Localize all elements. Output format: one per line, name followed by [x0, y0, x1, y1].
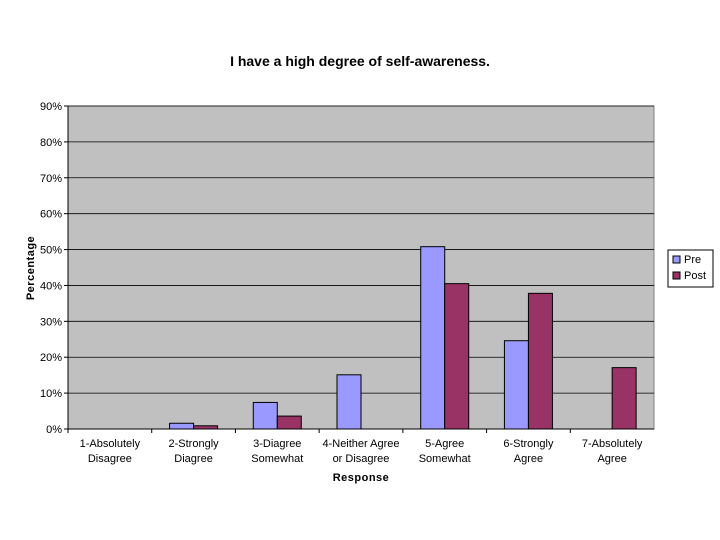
x-tick-label: Agree: [514, 453, 543, 465]
bar-pre: [336, 374, 362, 430]
y-tick-label: 60%: [40, 209, 62, 221]
x-tick-label: Somewhat: [419, 453, 471, 465]
y-tick-labels: 0% 10% 20% 30% 40% 50% 60% 70% 80% 90%: [40, 101, 68, 436]
y-axis-title: Percentage: [25, 236, 37, 300]
y-tick-label: 0%: [46, 424, 62, 436]
x-tick-label: 4-Neither Agree: [322, 438, 399, 450]
bar-post: [276, 415, 302, 430]
legend-swatch-post: [672, 271, 681, 280]
y-tick-label: 10%: [40, 388, 62, 400]
bar-pre: [420, 246, 446, 430]
bar-post: [444, 283, 470, 430]
legend: Pre Post: [667, 249, 714, 288]
legend-label-pre: Pre: [684, 254, 701, 266]
bars: [169, 246, 637, 430]
bar-post: [193, 425, 219, 430]
bar-pre: [503, 340, 529, 430]
x-tick-label: Disagree: [88, 453, 132, 465]
x-tick-labels: 1-Absolutely Disagree 2-Strongly Diagree 3-D…: [67, 429, 643, 465]
y-tick-label: 50%: [40, 245, 62, 257]
x-axis-title: Response: [333, 472, 390, 484]
y-tick-label: 30%: [40, 316, 62, 328]
chart-title: I have a high degree of self-awareness.: [230, 53, 490, 69]
x-tick-label: 1-Absolutely: [80, 438, 141, 450]
x-tick-label: 7-Absolutely: [582, 438, 643, 450]
x-tick-label: 5-Agree: [425, 438, 464, 450]
bar-pre: [252, 401, 278, 430]
x-tick-label: 6-Strongly: [503, 438, 554, 450]
legend-swatch-pre: [672, 255, 681, 264]
x-tick-label: Diagree: [174, 453, 213, 465]
y-tick-label: 70%: [40, 173, 62, 185]
y-tick-label: 80%: [40, 137, 62, 149]
x-tick-label: 3-Diagree: [253, 438, 301, 450]
legend-label-post: Post: [684, 270, 706, 282]
x-tick-label: Agree: [597, 453, 626, 465]
bar-post: [611, 367, 637, 430]
bar-pre: [169, 422, 195, 430]
x-tick-label: or Disagree: [333, 453, 390, 465]
x-tick-label: Somewhat: [251, 453, 303, 465]
gridlines: [67, 105, 654, 430]
y-tick-label: 40%: [40, 280, 62, 292]
x-tick-label: 2-Strongly: [169, 438, 220, 450]
y-tick-label: 90%: [40, 101, 62, 113]
bar-post: [527, 292, 553, 430]
y-tick-label: 20%: [40, 352, 62, 364]
